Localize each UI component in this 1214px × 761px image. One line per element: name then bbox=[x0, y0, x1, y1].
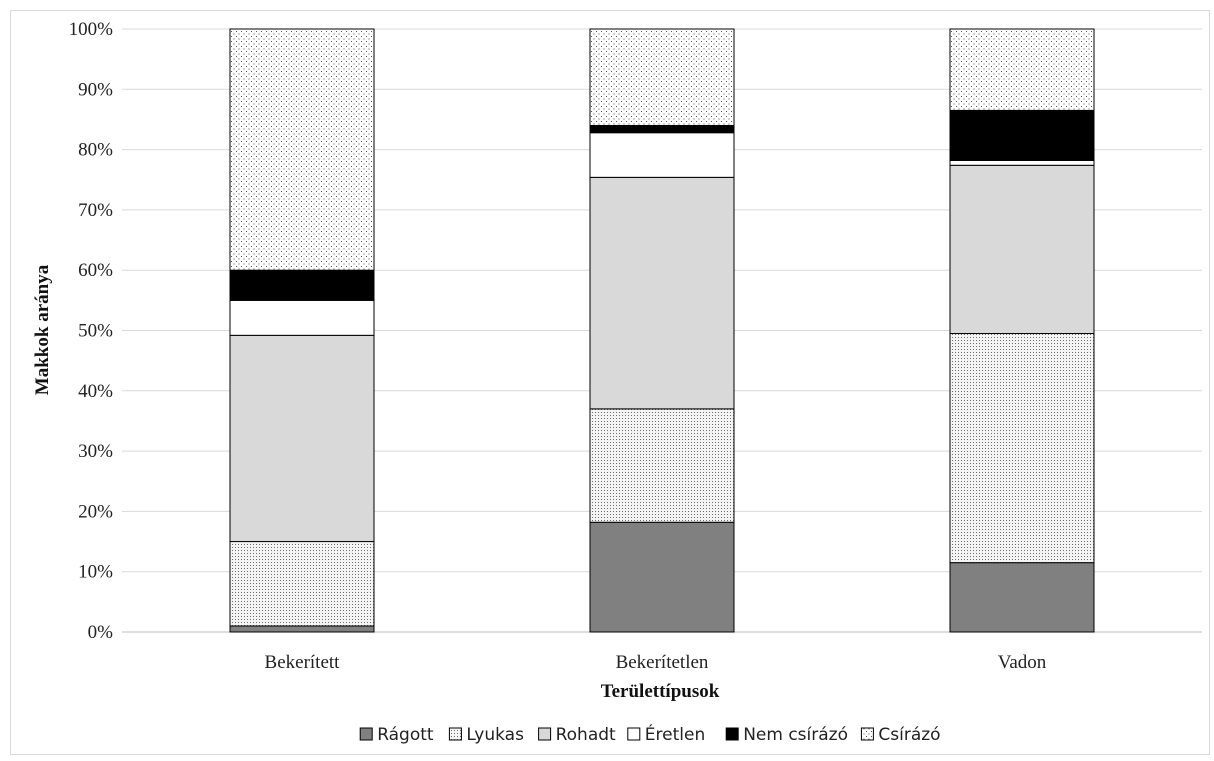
bar-segment bbox=[229, 334, 375, 543]
y-tick-label: 80% bbox=[78, 140, 113, 161]
legend-label: Éretlen bbox=[645, 723, 705, 745]
x-category-label: Bekerített bbox=[265, 652, 341, 673]
legend-swatch bbox=[359, 727, 373, 741]
x-axis-categories: Bekerített Bekerítetlen Vadon bbox=[265, 652, 1047, 673]
legend-label: Nem csírázó bbox=[743, 725, 848, 745]
bar-segment bbox=[229, 28, 375, 271]
x-category-label: Vadon bbox=[998, 652, 1047, 673]
bar-segment bbox=[949, 562, 1095, 633]
bar-segment bbox=[589, 28, 735, 126]
legend-label: Lyukas bbox=[466, 725, 524, 745]
y-tick-label: 60% bbox=[78, 260, 113, 281]
legend-swatch bbox=[538, 727, 552, 741]
bars bbox=[229, 28, 1095, 633]
y-tick-label: 40% bbox=[78, 381, 113, 402]
y-tick-label: 50% bbox=[78, 321, 113, 342]
legend-label: Rágott bbox=[377, 725, 434, 745]
bar-segment bbox=[589, 176, 735, 410]
bar-segment bbox=[589, 132, 735, 178]
y-axis-title: Makkok aránya bbox=[32, 264, 53, 395]
bar-segment bbox=[589, 521, 735, 633]
bar-segment bbox=[949, 109, 1095, 161]
legend-label: Csírázó bbox=[878, 725, 940, 745]
chart-frame bbox=[10, 10, 1210, 755]
bar-segment bbox=[949, 333, 1095, 564]
bar-segment bbox=[229, 299, 375, 336]
y-tick-label: 20% bbox=[78, 501, 113, 522]
bar-segment bbox=[229, 625, 375, 633]
x-axis-title: Területtípusok bbox=[601, 681, 720, 702]
bar-segment bbox=[229, 541, 375, 627]
y-axis-ticks: 0% 10% 20% 30% 40% 50% 60% 70% 80% 90% 100% bbox=[69, 19, 114, 643]
bar-segment bbox=[949, 164, 1095, 335]
bar-segment bbox=[949, 28, 1095, 111]
legend-label: Rohadt bbox=[556, 725, 616, 745]
legend-swatch bbox=[448, 727, 462, 741]
y-tick-label: 30% bbox=[78, 441, 113, 462]
y-tick-label: 90% bbox=[78, 79, 113, 100]
y-tick-label: 100% bbox=[69, 19, 114, 40]
y-tick-label: 70% bbox=[78, 200, 113, 221]
legend-swatch bbox=[860, 727, 874, 741]
legend-swatch bbox=[725, 727, 739, 741]
x-category-label: Bekerítetlen bbox=[616, 652, 709, 673]
bar-segment bbox=[229, 269, 375, 301]
bar-segment bbox=[589, 408, 735, 523]
legend-swatch bbox=[627, 727, 641, 741]
bar-segment bbox=[949, 159, 1095, 166]
legend: Rágott Lyukas Rohadt Éretlen Nem csírázó Csír… bbox=[359, 723, 941, 745]
y-tick-label: 10% bbox=[78, 562, 113, 583]
bar-segment bbox=[589, 124, 735, 134]
y-tick-label: 0% bbox=[88, 622, 114, 643]
